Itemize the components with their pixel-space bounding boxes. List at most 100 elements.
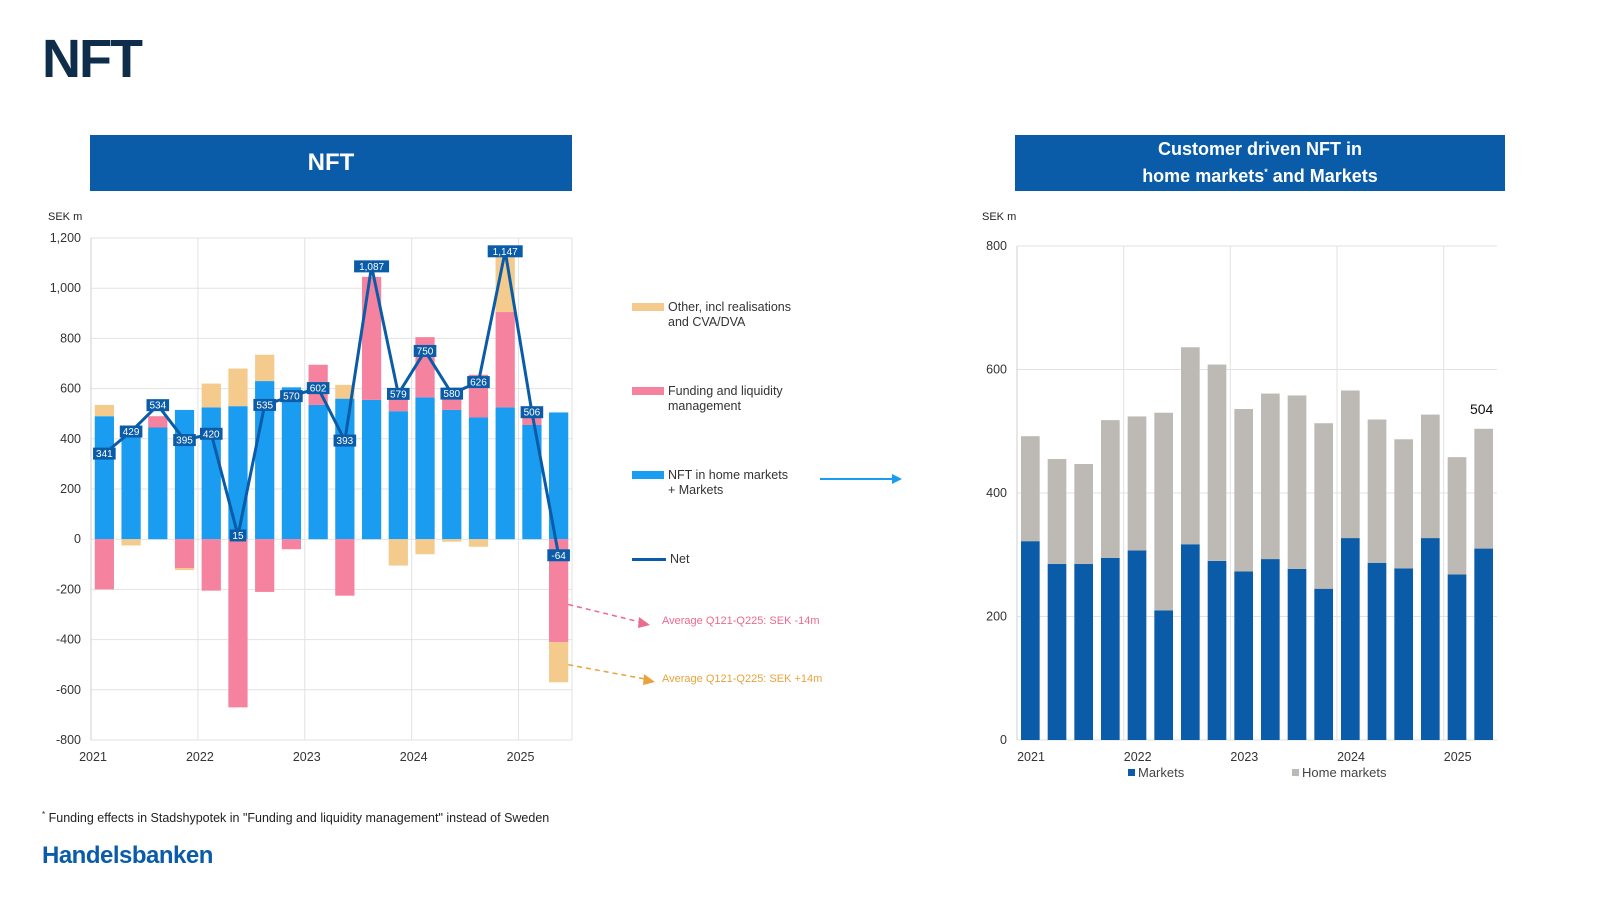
right-bar-home-markets <box>1101 420 1120 558</box>
right-chart-banner: Customer driven NFT in home markets* and… <box>1015 135 1505 191</box>
net-label-box <box>487 245 523 258</box>
net-data-label: 429 <box>123 427 140 438</box>
avg-other-arrow <box>568 663 646 680</box>
net-label-box <box>413 344 437 357</box>
left-bar-other <box>335 384 355 399</box>
right-bar-markets <box>1261 559 1280 740</box>
right-banner-line2a: home markets <box>1142 166 1265 186</box>
footnote-text: Funding effects in Stadshypotek in "Fund… <box>48 811 550 826</box>
left-ytick-label: -600 <box>56 683 81 697</box>
avg-funding-note: Average Q121-Q225: SEK -14m <box>662 615 820 627</box>
right-legend-markets-label: Markets <box>1138 765 1185 780</box>
legend-funding-label: Funding and liquidity management <box>668 384 783 413</box>
right-banner-line2b: and Markets <box>1267 166 1378 186</box>
net-data-label: 534 <box>149 401 166 412</box>
left-bar-home <box>549 412 569 540</box>
net-data-label: 570 <box>283 392 300 403</box>
right-legend-home-swatch <box>1292 769 1299 776</box>
right-bar-markets <box>1421 538 1440 740</box>
net-label-box <box>199 427 223 440</box>
left-bar-home <box>121 433 141 540</box>
legend-home: NFT in home markets + Markets <box>632 468 788 498</box>
legend-other: Other, incl realisations and CVA/DVA <box>632 300 791 330</box>
left-bar-home <box>335 398 355 540</box>
left-bar-funding <box>201 539 221 591</box>
net-data-label: 750 <box>417 346 434 357</box>
net-data-label: -64 <box>551 551 566 562</box>
left-bar-home <box>442 409 462 540</box>
right-bar-home-markets <box>1074 463 1093 565</box>
left-xtick-label: 2023 <box>293 750 321 764</box>
right-bar-home-markets <box>1447 457 1467 575</box>
left-bar-home <box>522 424 542 540</box>
left-bar-funding <box>522 417 542 425</box>
net-data-label: 341 <box>96 449 113 460</box>
left-bar-home <box>495 407 515 540</box>
right-legend-home-label: Home markets <box>1302 765 1387 780</box>
left-bar-funding <box>228 539 248 708</box>
right-bar-markets <box>1474 548 1493 740</box>
right-bar-home-markets <box>1287 395 1307 569</box>
left-ytick-label: 400 <box>60 432 81 446</box>
left-xtick-label: 2022 <box>186 750 214 764</box>
left-bar-funding <box>94 539 114 590</box>
avg-other-arrowhead <box>643 674 655 685</box>
left-bar-funding <box>148 416 168 428</box>
right-bar-home-markets <box>1421 414 1440 539</box>
left-bar-other <box>201 383 221 408</box>
left-bar-home <box>361 399 382 540</box>
net-data-label: 602 <box>310 384 327 395</box>
left-bar-other <box>228 368 248 407</box>
right-banner-footnote-mark: * <box>1264 167 1268 177</box>
net-label-box <box>280 390 303 403</box>
right-bar-markets <box>1314 588 1333 740</box>
net-data-label: 15 <box>232 531 244 542</box>
right-ytick-label: 800 <box>986 239 1007 253</box>
right-xtick-label: 2024 <box>1337 750 1365 764</box>
left-xtick-label: 2021 <box>79 750 107 764</box>
left-bar-other <box>94 404 114 417</box>
footnote-mark: * <box>42 810 46 819</box>
right-xtick-label: 2022 <box>1124 750 1152 764</box>
left-xtick-label: 2024 <box>400 750 428 764</box>
right-ytick-label: 600 <box>986 363 1007 377</box>
right-chart-unit: SEK m <box>982 211 1017 223</box>
left-ytick-label: -800 <box>56 733 81 747</box>
net-data-label: 535 <box>256 400 273 411</box>
right-bar-markets <box>1341 538 1360 740</box>
right-bar-markets <box>1181 544 1200 740</box>
net-data-label: 506 <box>524 408 541 419</box>
net-label-box <box>146 399 170 412</box>
net-label-box <box>387 387 410 400</box>
net-label-box <box>119 425 143 438</box>
left-bar-funding <box>361 276 382 400</box>
net-data-label: 1,087 <box>359 262 384 273</box>
left-ytick-label: -200 <box>56 582 81 596</box>
right-legend-markets: Markets <box>1128 765 1184 780</box>
right-bar-home-markets <box>1261 393 1280 560</box>
right-bar-markets <box>1154 610 1173 740</box>
net-label-box <box>547 549 570 562</box>
net-data-label: 626 <box>470 378 487 389</box>
left-bar-funding <box>388 397 408 412</box>
left-ytick-label: 0 <box>74 532 81 546</box>
right-total-label: 504 <box>1470 401 1494 417</box>
left-bar-home <box>94 416 114 540</box>
right-bar-markets <box>1101 557 1120 740</box>
left-xtick-label: 2025 <box>507 750 535 764</box>
right-bar-home-markets <box>1314 423 1333 589</box>
left-bar-home <box>388 411 408 540</box>
right-bar-markets <box>1394 568 1413 740</box>
left-bar-funding <box>174 539 195 569</box>
net-label-box <box>306 382 330 395</box>
left-bar-home <box>148 427 168 540</box>
right-ytick-label: 400 <box>986 486 1007 500</box>
right-bar-markets <box>1127 550 1147 740</box>
left-ytick-label: -400 <box>56 633 81 647</box>
avg-other-note: Average Q121-Q225: SEK +14m <box>662 673 823 685</box>
handelsbanken-logo: Handelsbanken <box>42 842 213 869</box>
right-xtick-label: 2023 <box>1230 750 1258 764</box>
right-bar-home-markets <box>1154 412 1173 611</box>
right-ytick-label: 0 <box>1000 733 1007 747</box>
